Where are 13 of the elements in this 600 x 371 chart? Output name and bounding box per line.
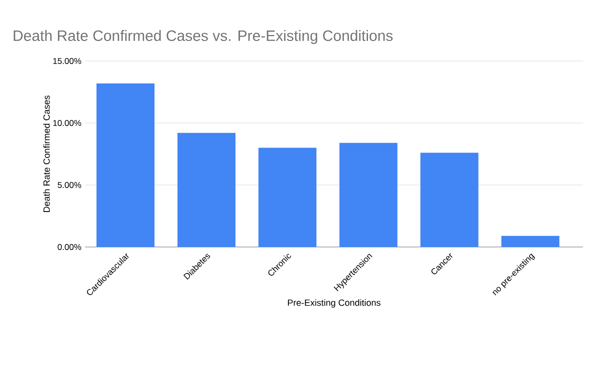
bar (258, 148, 316, 247)
y-tick-label: 15.00% (53, 58, 82, 64)
y-tick-label: 10.00% (53, 120, 82, 126)
y-tick-label: 0.00% (58, 244, 82, 250)
y-tick-label: 5.00% (58, 182, 82, 188)
bar (96, 83, 154, 247)
chart-title: Death Rate Confirmed Cases vs. Pre-Existing Conditions (14, 30, 393, 44)
bar (339, 142, 398, 247)
bar (420, 152, 478, 247)
x-axis-title: Pre-Existing Conditions (288, 299, 380, 308)
bar (177, 132, 236, 247)
y-axis-title: Death Rate Confirmed Cases (43, 96, 50, 212)
bar (501, 236, 560, 247)
